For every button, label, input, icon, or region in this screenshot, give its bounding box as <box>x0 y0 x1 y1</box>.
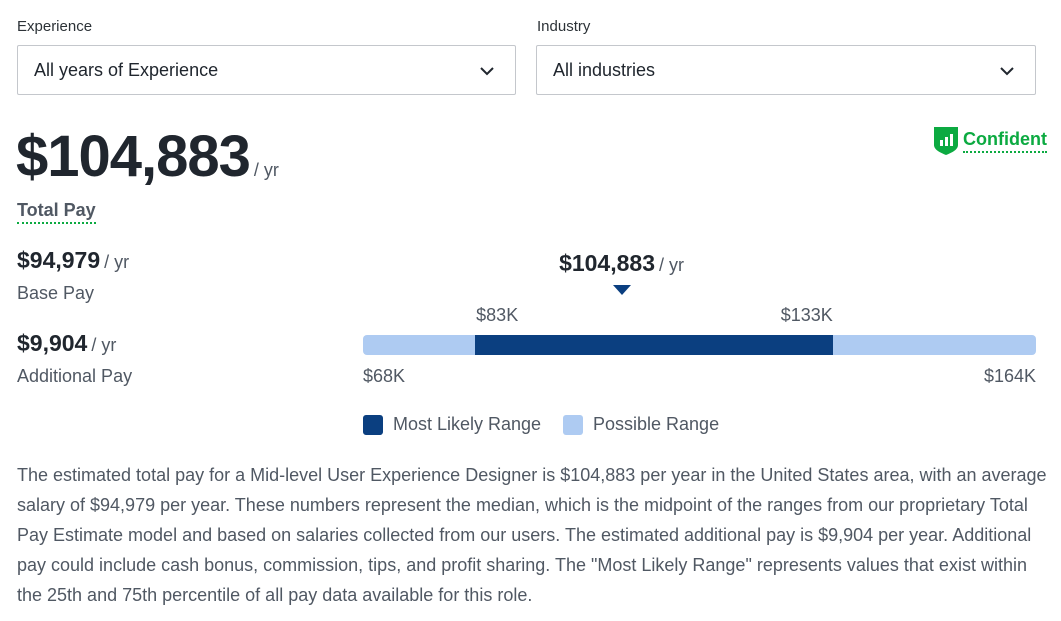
median-pay-value: $104,883 <box>559 250 655 276</box>
confidence-badge[interactable]: Confident <box>933 126 1047 156</box>
base-pay-value: $94,979 <box>17 247 101 273</box>
industry-select-value: All industries <box>553 59 656 80</box>
likely-range-min-label: $83K <box>476 305 519 325</box>
pay-range-bar <box>363 335 1036 355</box>
legend-swatch-likely <box>363 414 383 435</box>
legend-possible: Possible Range <box>563 414 719 435</box>
legend-label-possible: Possible Range <box>593 414 720 434</box>
possible-range-min-label: $68K <box>363 366 406 386</box>
confidence-label: Confident <box>963 129 1047 153</box>
base-pay-per: / yr <box>104 252 130 272</box>
total-pay-value: $104,883 <box>16 124 251 189</box>
pay-description: The estimated total pay for a Mid-level … <box>17 465 1047 605</box>
experience-select[interactable]: All years of Experience <box>17 45 516 95</box>
additional-pay-per: / yr <box>91 335 117 355</box>
chevron-down-icon <box>1000 67 1014 76</box>
experience-filter-label: Experience <box>17 18 93 35</box>
total-pay-label[interactable]: Total Pay <box>17 200 96 224</box>
additional-pay-amount: $9,904 / yr <box>17 330 116 357</box>
median-pay-per: / yr <box>659 255 684 275</box>
additional-pay-value: $9,904 <box>17 330 88 356</box>
possible-range-max-label: $164K <box>984 366 1037 386</box>
industry-filter-label: Industry <box>537 18 591 35</box>
total-pay-amount: $104,883 / yr <box>16 128 279 186</box>
legend-label-likely: Most Likely Range <box>393 414 542 434</box>
median-pay-label: $104,883 / yr <box>559 250 684 277</box>
legend-swatch-possible <box>563 414 583 435</box>
most-likely-range-bar <box>475 335 833 355</box>
total-pay-per: / yr <box>253 160 279 180</box>
base-pay-amount: $94,979 / yr <box>17 247 129 274</box>
base-pay-label: Base Pay <box>17 283 95 303</box>
chevron-down-icon <box>480 67 494 76</box>
likely-range-max-label: $133K <box>780 305 833 325</box>
industry-select[interactable]: All industries <box>536 45 1036 95</box>
additional-pay-label: Additional Pay <box>17 366 133 386</box>
experience-select-value: All years of Experience <box>34 59 219 80</box>
legend-most-likely: Most Likely Range <box>363 414 541 435</box>
bar-chart-shield-icon <box>934 127 959 155</box>
median-marker-icon <box>612 285 631 295</box>
